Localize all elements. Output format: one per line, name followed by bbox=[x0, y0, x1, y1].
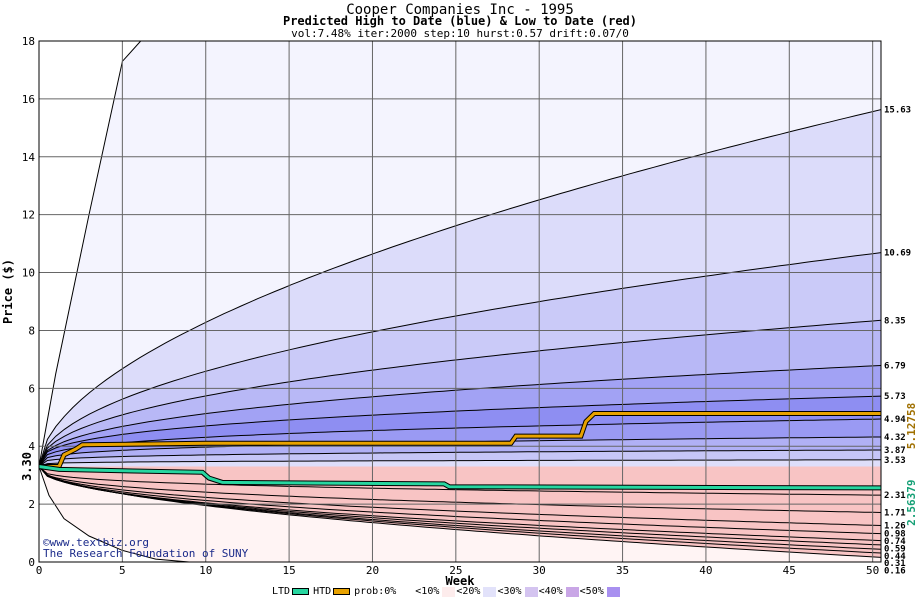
x-axis-label: Week bbox=[446, 574, 476, 588]
band-line-2 bbox=[39, 319, 881, 467]
x-tick-label-8: 40 bbox=[699, 564, 712, 577]
y-tick-label-5: 10 bbox=[22, 267, 35, 280]
x-tick-label-4: 20 bbox=[366, 564, 379, 577]
plot-frame bbox=[38, 40, 882, 563]
x-tick-label-5: 25 bbox=[449, 564, 462, 577]
band-end-label-1: 10.69 bbox=[884, 249, 911, 259]
band-line-8 bbox=[39, 459, 881, 467]
band-line-11 bbox=[39, 466, 881, 526]
band-line-12 bbox=[39, 466, 881, 535]
x-tick-label-9: 45 bbox=[783, 564, 796, 577]
band-end-label-4: 5.73 bbox=[884, 392, 906, 402]
chart-params: vol:7.48% iter:2000 step:10 hurst:0.57 d… bbox=[291, 27, 629, 40]
band-line-0 bbox=[39, 109, 881, 467]
watermark-org: The Research Foundation of SUNY bbox=[43, 547, 249, 560]
legend-ltd: LTD bbox=[272, 586, 311, 597]
legend-prob-label: prob:0% bbox=[354, 586, 397, 597]
y-tick-label-8: 16 bbox=[22, 93, 35, 106]
legend-item-label-1: <20% bbox=[456, 586, 481, 597]
y-tick-label-1: 2 bbox=[28, 498, 35, 511]
legend-item-swatch-1 bbox=[483, 586, 497, 597]
y-tick-label-3: 6 bbox=[28, 382, 35, 395]
x-tick-label-7: 35 bbox=[616, 564, 629, 577]
band-end-label-13: 0.74 bbox=[884, 537, 906, 547]
band-line-9 bbox=[39, 466, 881, 496]
band-end-label-7: 3.87 bbox=[884, 446, 906, 456]
band-end-label-17: 0.16 bbox=[884, 567, 906, 577]
htd-value-label: 5.12758 bbox=[905, 403, 918, 449]
legend-item-swatch-0 bbox=[442, 586, 456, 597]
band-end-label-11: 1.26 bbox=[884, 522, 906, 532]
x-tick-label-1: 5 bbox=[119, 564, 126, 577]
plot-layer bbox=[39, 41, 881, 562]
band-line-10 bbox=[39, 466, 881, 513]
x-tick-label-3: 15 bbox=[282, 564, 295, 577]
htd-line bbox=[39, 412, 881, 468]
x-tick-label-6: 30 bbox=[533, 564, 546, 577]
band-end-label-8: 3.53 bbox=[884, 456, 906, 466]
band-end-label-10: 1.71 bbox=[884, 509, 906, 519]
band-line-3 bbox=[39, 365, 881, 467]
band-end-label-16: 0.31 bbox=[884, 559, 906, 569]
band-line-5 bbox=[39, 418, 881, 467]
band-line-13 bbox=[39, 466, 881, 542]
legend-item-label-4: <50% bbox=[579, 586, 604, 597]
legend-item-label-3: <40% bbox=[538, 586, 563, 597]
y-tick-label-7: 14 bbox=[22, 151, 36, 164]
band-end-label-9: 2.31 bbox=[884, 491, 906, 501]
x-tick-label-10: 50 bbox=[866, 564, 879, 577]
watermark-site: ©www.textbiz.org bbox=[43, 536, 149, 549]
y-tick-label-0: 0 bbox=[28, 556, 35, 569]
band-end-label-0: 15.63 bbox=[884, 106, 911, 116]
legend: LTD HTD prob:0% <10% <20% <30% <40% <50% bbox=[272, 586, 621, 597]
y-axis-label: Price ($) bbox=[1, 259, 15, 324]
band-end-label-6: 4.32 bbox=[884, 433, 906, 443]
band-end-label-14: 0.59 bbox=[884, 544, 906, 554]
band-end-label-5: 4.94 bbox=[884, 415, 906, 425]
ltd-value-label: 2.56379 bbox=[905, 479, 918, 525]
y-tick-label-9: 18 bbox=[22, 35, 35, 48]
chart-title: Cooper Companies Inc - 1995 bbox=[346, 2, 574, 18]
band-end-label-12: 0.98 bbox=[884, 530, 906, 540]
legend-items: <10% <20% <30% <40% <50% bbox=[415, 586, 620, 597]
legend-prob: prob:0% bbox=[354, 586, 413, 597]
legend-htd-swatch bbox=[333, 588, 351, 595]
chart-subtitle: Predicted High to Date (blue) & Low to D… bbox=[282, 14, 637, 28]
legend-htd-label: HTD bbox=[313, 586, 332, 597]
legend-item-label-0: <10% bbox=[415, 586, 440, 597]
legend-prob-swatch bbox=[399, 586, 413, 597]
y-tick-label-4: 8 bbox=[28, 324, 35, 337]
band-line-4 bbox=[39, 395, 881, 467]
band-line-17 bbox=[39, 466, 881, 558]
band-line-7 bbox=[39, 449, 881, 467]
band-line-14 bbox=[39, 466, 881, 546]
y-tick-label-6: 12 bbox=[22, 209, 35, 222]
band-line-1 bbox=[39, 252, 881, 467]
band-end-label-15: 0.44 bbox=[884, 552, 906, 562]
legend-item-swatch-2 bbox=[524, 586, 538, 597]
outer-low-line bbox=[39, 466, 190, 562]
x-tick-label-2: 10 bbox=[199, 564, 212, 577]
x-tick-label-0: 0 bbox=[36, 564, 43, 577]
band-end-label-2: 8.35 bbox=[884, 316, 906, 326]
legend-ltd-label: LTD bbox=[272, 586, 291, 597]
legend-ltd-swatch bbox=[292, 588, 310, 595]
legend-htd: HTD bbox=[313, 586, 352, 597]
start-price-label: 3.30 bbox=[20, 452, 34, 481]
y-tick-label-2: 4 bbox=[28, 440, 35, 453]
legend-item-swatch-4 bbox=[606, 586, 620, 597]
legend-item-label-2: <30% bbox=[497, 586, 522, 597]
legend-item-swatch-3 bbox=[565, 586, 579, 597]
ltd-line bbox=[38, 465, 882, 490]
band-end-label-3: 6.79 bbox=[884, 361, 906, 371]
